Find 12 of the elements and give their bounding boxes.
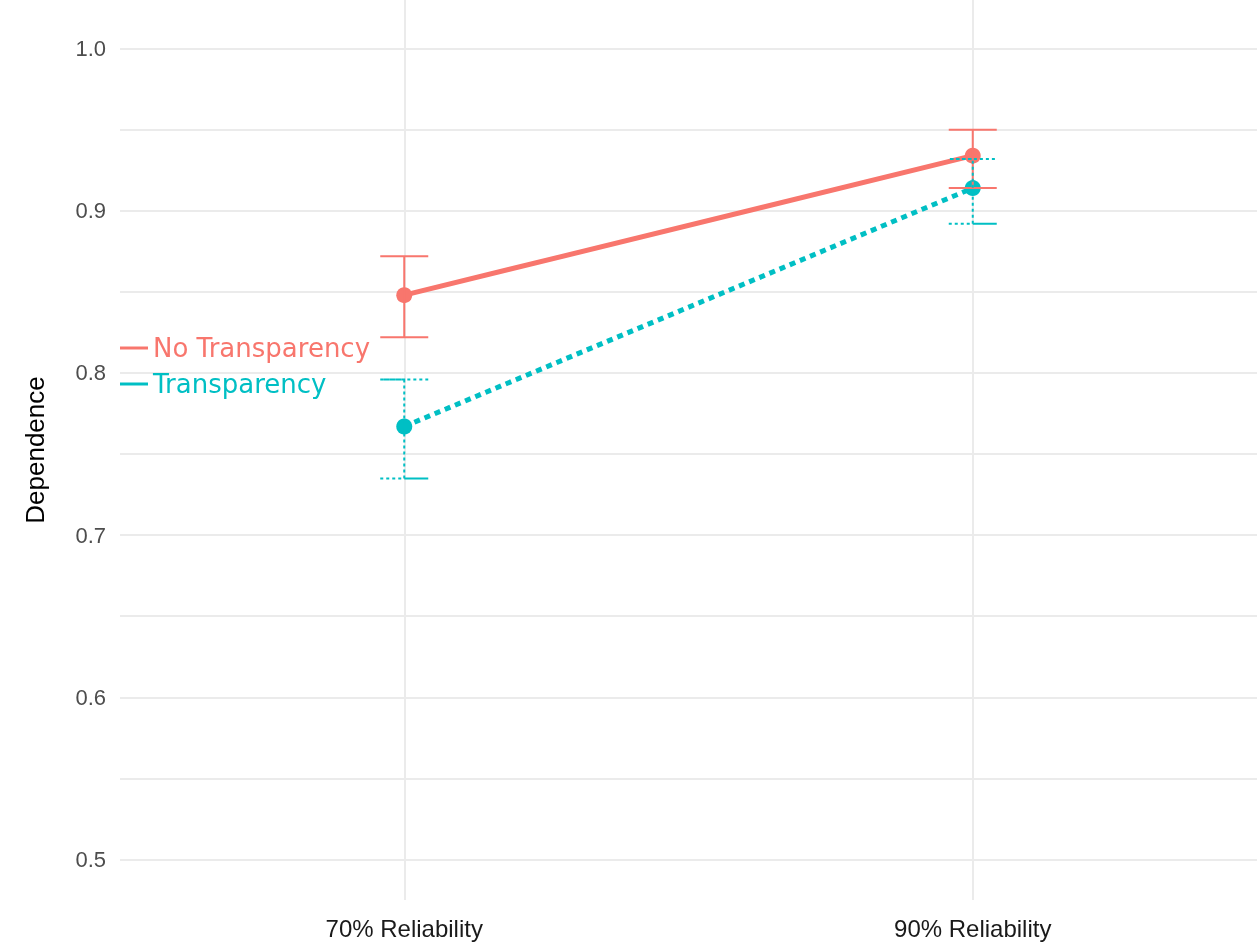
- x-tick-label: 90% Reliability: [894, 914, 1052, 942]
- y-tick-label: 0.7: [75, 522, 106, 548]
- legend-label: No Transparency: [153, 333, 371, 363]
- y-tick-label: 0.5: [75, 846, 106, 872]
- y-tick-label: 0.6: [75, 684, 106, 710]
- y-axis-title: Dependence: [20, 376, 50, 524]
- legend-label: Transparency: [152, 369, 327, 399]
- y-tick-label: 0.8: [75, 360, 106, 386]
- x-tick-label: 70% Reliability: [325, 914, 483, 942]
- y-tick-label: 0.9: [75, 198, 106, 224]
- point: [396, 418, 413, 435]
- y-tick-label: 1.0: [75, 36, 106, 62]
